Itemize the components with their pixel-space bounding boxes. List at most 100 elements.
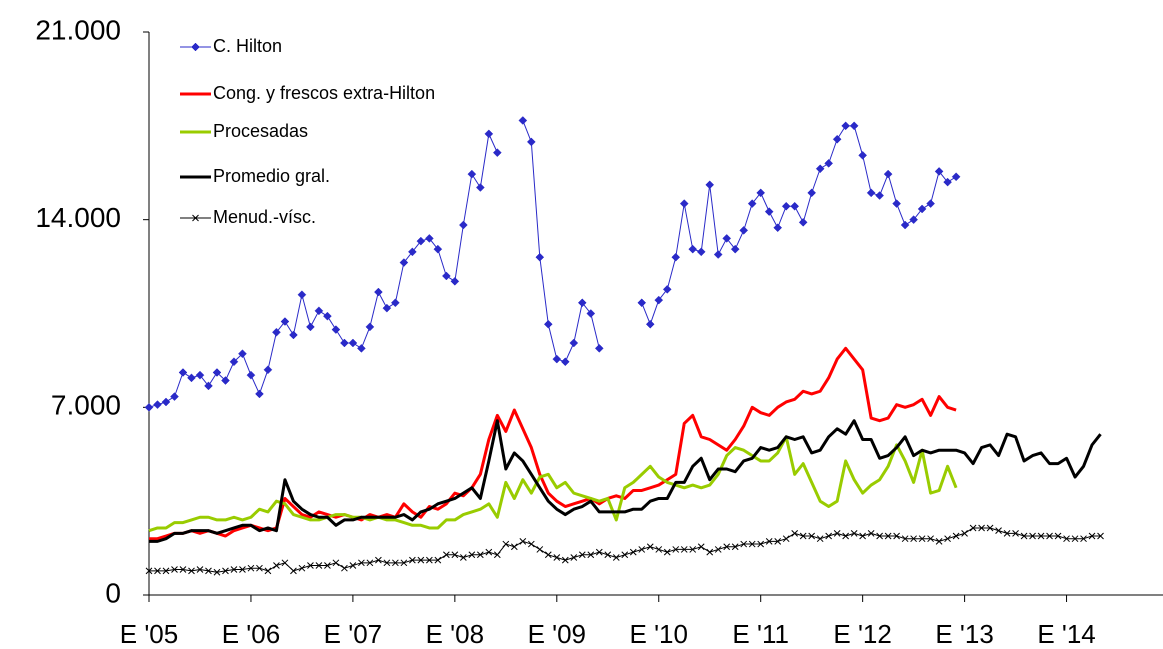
data-point xyxy=(484,129,494,139)
data-point xyxy=(816,535,824,543)
data-point xyxy=(476,551,484,559)
data-point xyxy=(145,567,153,575)
data-point xyxy=(475,183,485,192)
data-point xyxy=(910,535,917,543)
data-point xyxy=(825,532,833,540)
data-point xyxy=(246,370,256,380)
data-point xyxy=(799,532,807,540)
data-point xyxy=(850,529,858,537)
data-point xyxy=(323,311,332,321)
data-point xyxy=(1029,532,1036,540)
data-point xyxy=(1003,529,1011,537)
data-point xyxy=(791,529,799,537)
legend-label: Cong. y frescos extra-Hilton xyxy=(213,83,435,103)
data-point xyxy=(679,199,689,208)
data-point xyxy=(375,556,382,564)
data-point xyxy=(833,529,841,537)
data-point xyxy=(918,535,926,543)
data-point xyxy=(978,524,985,532)
data-point xyxy=(951,172,961,182)
data-point xyxy=(441,271,451,281)
data-point xyxy=(358,559,365,567)
data-point xyxy=(740,540,748,548)
data-point xyxy=(696,247,706,257)
data-point xyxy=(655,546,663,553)
data-point xyxy=(263,365,273,375)
data-point xyxy=(604,551,612,559)
data-point xyxy=(409,556,416,564)
data-point xyxy=(858,150,868,160)
data-point xyxy=(764,207,774,216)
data-point xyxy=(841,121,851,131)
series-line xyxy=(148,435,958,533)
data-point xyxy=(943,177,952,187)
data-point xyxy=(366,559,374,567)
data-point xyxy=(239,566,246,573)
data-point xyxy=(638,546,646,553)
data-point xyxy=(595,548,603,556)
legend-label: Procesadas xyxy=(213,121,308,141)
x-tick-label: E '08 xyxy=(426,619,484,649)
data-point xyxy=(680,546,688,553)
data-point xyxy=(688,244,698,254)
data-point xyxy=(866,188,876,198)
data-point xyxy=(893,532,900,540)
data-point xyxy=(170,392,179,401)
data-point xyxy=(748,540,756,548)
data-point xyxy=(773,223,783,233)
data-point xyxy=(883,169,893,179)
data-point xyxy=(255,389,264,399)
data-point xyxy=(426,556,433,564)
data-point xyxy=(790,201,800,211)
data-point xyxy=(1020,532,1028,540)
data-point xyxy=(697,543,705,551)
data-point xyxy=(382,303,392,313)
data-point xyxy=(179,566,187,573)
x-tick-label: E '13 xyxy=(935,619,993,649)
data-point xyxy=(154,567,161,575)
data-point xyxy=(722,234,732,243)
data-point xyxy=(315,562,323,569)
data-point xyxy=(467,169,477,179)
data-point xyxy=(867,529,875,537)
data-point xyxy=(1054,532,1062,540)
data-point xyxy=(1063,535,1070,543)
data-point xyxy=(654,295,664,305)
x-tick-label: E '14 xyxy=(1037,619,1095,649)
x-tick-label: E '06 xyxy=(222,619,280,649)
data-point xyxy=(884,532,892,540)
data-point xyxy=(442,551,450,559)
data-point xyxy=(723,543,731,551)
data-point xyxy=(230,566,238,573)
data-point xyxy=(875,191,884,200)
data-point xyxy=(518,116,528,125)
data-point xyxy=(672,546,680,553)
data-point xyxy=(417,556,425,564)
data-point xyxy=(324,562,331,569)
data-point xyxy=(178,368,188,377)
data-point xyxy=(621,551,629,559)
legend-marker xyxy=(192,214,199,222)
data-point xyxy=(221,376,230,385)
data-point xyxy=(1097,532,1104,540)
data-point xyxy=(543,319,553,329)
data-point xyxy=(952,532,960,540)
data-point xyxy=(824,159,834,168)
data-point xyxy=(781,201,791,211)
data-point xyxy=(281,559,289,567)
data-point xyxy=(408,247,417,257)
y-tick-label: 0 xyxy=(105,577,121,608)
data-point xyxy=(212,368,222,377)
x-tick-label: E '11 xyxy=(732,619,789,649)
x-tick-label: E '12 xyxy=(833,619,891,649)
data-point xyxy=(306,322,315,332)
data-point xyxy=(1012,529,1019,537)
data-point xyxy=(187,373,196,383)
data-point xyxy=(689,546,697,553)
data-point xyxy=(629,548,637,556)
data-point xyxy=(416,236,426,246)
data-point xyxy=(900,220,910,230)
data-point xyxy=(348,338,358,348)
data-point xyxy=(349,562,357,569)
data-point xyxy=(961,529,968,537)
